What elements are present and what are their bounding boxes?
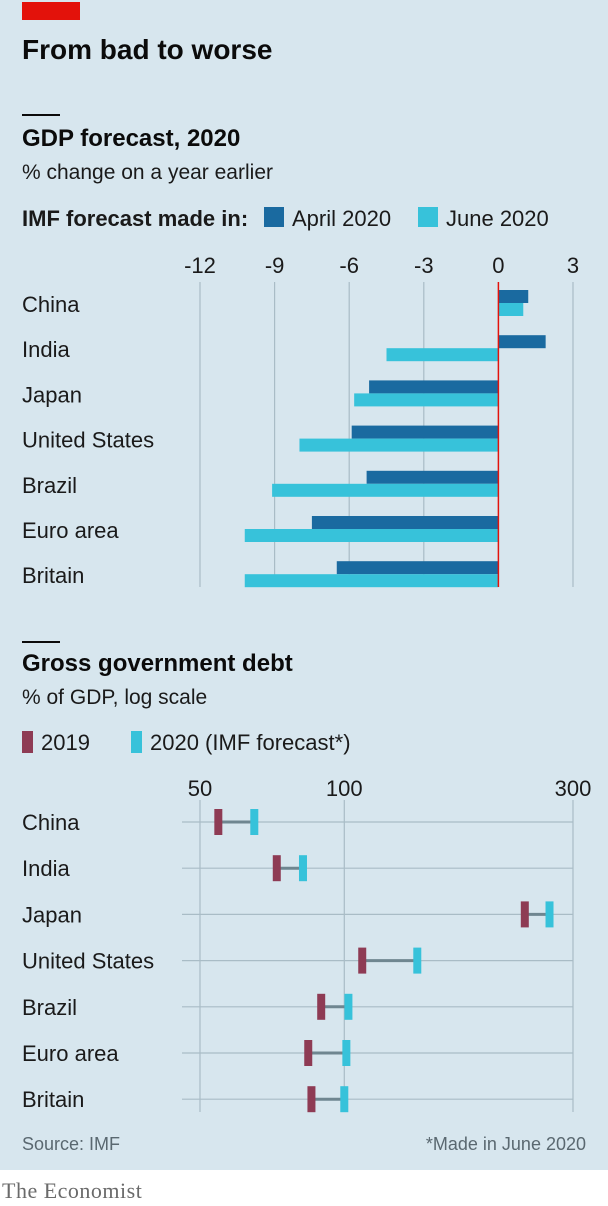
gdp-chart: -12 -9 -6 -3 0 3 China India Japan United States B… [22, 253, 579, 588]
debt-marker-2019-india [272, 855, 281, 882]
gdp-category-label-britain: Britain [22, 563, 84, 588]
debt-marker-2019-brazil [317, 993, 326, 1020]
debt-marker-2019-china [214, 809, 223, 835]
gdp-bar-april-united-states [351, 425, 499, 439]
gdp-bar-june-japan [354, 393, 499, 407]
main-title: From bad to worse [22, 34, 272, 65]
gdp-category-label-japan: Japan [22, 382, 82, 407]
gdp-bar-june-united-states [299, 438, 499, 452]
debt-marker-2020-japan [545, 901, 554, 928]
gdp-rule [22, 114, 60, 116]
gdp-bar-june-brazil [272, 483, 499, 497]
debt-category-label-india: India [22, 856, 70, 881]
gdp-category-label-india: India [22, 337, 70, 362]
source-note: Source: IMF [22, 1134, 120, 1154]
chart-canvas: From bad to worse GDP forecast, 2020 % c… [22, 2, 592, 1154]
legend-swatch-2020 [131, 731, 142, 753]
legend-swatch-april [264, 207, 284, 227]
debt-tick-label: 100 [326, 776, 363, 801]
brand-red-tag [22, 2, 80, 20]
debt-marker-2020-india [298, 855, 307, 882]
legend-label-2019: 2019 [41, 730, 90, 755]
gdp-category-label-united-states: United States [22, 428, 154, 453]
debt-marker-2020-euro-area [342, 1040, 351, 1066]
debt-marker-2019-japan [520, 901, 529, 928]
debt-marker-2019-euro-area [304, 1040, 313, 1066]
gdp-legend-title: IMF forecast made in: [22, 206, 248, 231]
debt-category-label-euro-area: Euro area [22, 1041, 119, 1066]
gdp-tick-label: -12 [184, 253, 216, 278]
debt-marker-2020-britain [340, 1086, 349, 1113]
debt-subtitle: % of GDP, log scale [22, 686, 207, 709]
debt-category-label-united-states: United States [22, 949, 154, 974]
gdp-category-label-euro-area: Euro area [22, 518, 119, 543]
legend-swatch-june [418, 207, 438, 227]
debt-marker-2020-brazil [344, 993, 353, 1020]
gdp-subtitle: % change on a year earlier [22, 161, 273, 184]
debt-category-label-britain: Britain [22, 1087, 84, 1112]
debt-marker-2020-china [250, 809, 259, 835]
gdp-tick-label: 3 [567, 253, 579, 278]
debt-rule [22, 641, 60, 643]
gdp-bar-june-india [386, 348, 499, 362]
legend-swatch-2019 [22, 731, 33, 753]
legend-label-june: June 2020 [446, 206, 549, 231]
gdp-bar-april-japan [369, 380, 499, 394]
gdp-tick-label: -6 [339, 253, 359, 278]
footnote: *Made in June 2020 [426, 1134, 586, 1154]
gdp-bar-june-euro-area [244, 529, 499, 542]
debt-marker-2019-united-states [358, 947, 367, 974]
debt-marker-2019-britain [307, 1086, 316, 1113]
legend-label-april: April 2020 [292, 206, 391, 231]
gdp-bar-april-euro-area [311, 516, 499, 529]
gdp-title: GDP forecast, 2020 [22, 125, 240, 152]
debt-category-label-brazil: Brazil [22, 995, 77, 1020]
gdp-bar-june-china [498, 303, 524, 316]
debt-category-label-japan: Japan [22, 902, 82, 927]
debt-title: Gross government debt [22, 650, 293, 677]
gdp-bar-june-britain [244, 574, 499, 588]
brand-wordmark: The Economist [2, 1178, 143, 1203]
gdp-bar-april-brazil [366, 470, 499, 484]
gdp-category-label-china: China [22, 292, 80, 317]
gdp-bar-april-britain [336, 561, 499, 575]
debt-tick-label: 50 [188, 776, 212, 801]
gdp-tick-label: -3 [414, 253, 434, 278]
debt-chart: 50 100 300 China India Japan United States Braz… [22, 776, 592, 1113]
legend-label-2020: 2020 (IMF forecast*) [150, 730, 351, 755]
gdp-tick-label: -9 [265, 253, 285, 278]
gdp-tick-label: 0 [492, 253, 504, 278]
gdp-bar-april-india [498, 335, 546, 349]
gdp-category-label-brazil: Brazil [22, 473, 77, 498]
debt-marker-2020-united-states [413, 947, 422, 974]
debt-category-label-china: China [22, 810, 80, 835]
debt-tick-label: 300 [555, 776, 592, 801]
gdp-bar-april-china [498, 290, 529, 303]
